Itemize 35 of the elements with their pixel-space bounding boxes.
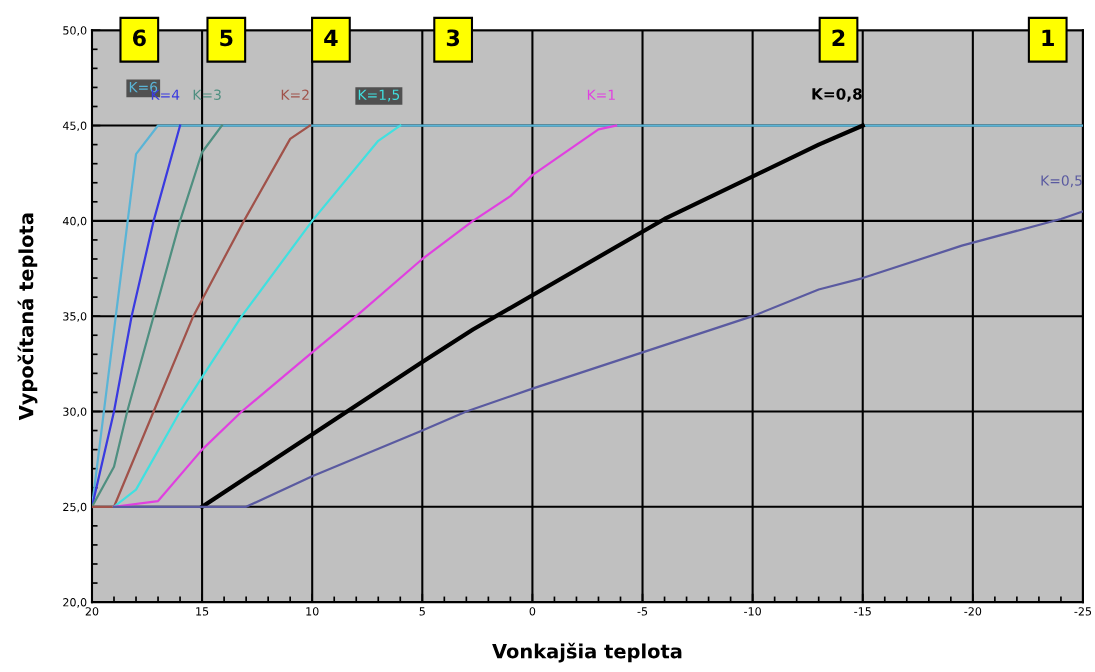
annotation: 4 — [324, 29, 338, 46]
line-series — [91, 124, 224, 508]
line-series — [112, 124, 618, 508]
x-tick-label: 5 — [419, 607, 425, 616]
x-tick-label: 10 — [306, 607, 319, 616]
y-tick-label: 45,0 — [62, 121, 87, 132]
y-tick-label: 35,0 — [63, 312, 87, 322]
x-axis-title: Vonkajšia teplota — [492, 642, 682, 663]
x-tick-label: -20 — [964, 607, 982, 616]
x-tick-label: -5 — [637, 607, 648, 616]
series-label: K=2 — [281, 89, 309, 100]
annotation: 1 — [1042, 29, 1054, 46]
y-tick-label: 30,0 — [63, 407, 87, 417]
line-series — [112, 124, 402, 508]
series-label: K=1,5 — [358, 89, 400, 102]
annotation: 2 — [832, 29, 845, 46]
series-label: K=1 — [587, 89, 615, 100]
annotation: 5 — [220, 29, 233, 47]
x-tick-label: -10 — [744, 607, 761, 616]
y-tick-label: 40,0 — [62, 216, 87, 227]
x-tick-label: 0 — [529, 607, 536, 616]
x-tick-label: 20 — [85, 607, 99, 616]
annotation: 6 — [132, 29, 146, 47]
line-series — [112, 210, 1083, 508]
y-tick-label: 50,0 — [63, 26, 87, 36]
y-axis-title: Vypočítaná teplota — [17, 213, 38, 421]
series-label: K=0,5 — [1041, 175, 1082, 188]
line-series — [91, 124, 312, 508]
x-tick-label: -25 — [1074, 607, 1092, 616]
x-tick-label: -15 — [854, 607, 871, 616]
annotation: 3 — [446, 29, 460, 47]
x-tick-label: 15 — [196, 607, 209, 616]
y-tick-label: 20,0 — [63, 598, 87, 608]
series-label: K=0,8 — [812, 88, 862, 102]
y-tick-label: 25,0 — [63, 502, 87, 513]
